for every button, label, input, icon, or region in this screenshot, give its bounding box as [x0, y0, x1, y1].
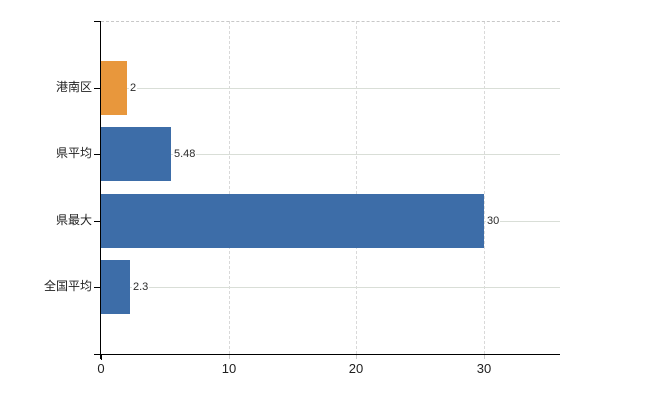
plot-top-border: [101, 21, 560, 22]
bar: [101, 127, 171, 181]
plot-area: 2 5.48 30 2.3: [101, 21, 560, 354]
bar-value-label: 2: [129, 81, 138, 95]
category-label: 県平均: [55, 146, 92, 160]
x-axis-line: [94, 354, 560, 355]
x-tick-label: 10: [221, 361, 237, 376]
x-tick-label: 20: [348, 361, 364, 376]
y-axis-line: [100, 21, 101, 359]
x-axis-tick: [356, 355, 357, 359]
x-tick-label: 0: [97, 361, 105, 376]
y-axis-tick: [94, 287, 101, 288]
category-label: 県最大: [55, 213, 92, 227]
y-axis-tick: [94, 154, 101, 155]
category-label: 全国平均: [43, 279, 92, 293]
x-tick-label: 30: [476, 361, 492, 376]
bar: [101, 260, 130, 314]
bar-value-label: 2.3: [132, 280, 150, 294]
gridline-vertical: [229, 21, 230, 354]
gridline-vertical: [356, 21, 357, 354]
x-axis-tick: [484, 355, 485, 359]
bar: [101, 61, 127, 115]
x-axis-tick: [101, 355, 102, 360]
category-label: 港南区: [55, 80, 92, 94]
y-axis-top-tick: [94, 21, 101, 22]
bar-value-label: 5.48: [173, 147, 197, 161]
y-axis-tick: [94, 221, 101, 222]
bar: [101, 194, 484, 248]
gridline-horizontal: [101, 154, 560, 155]
gridline-horizontal: [101, 287, 560, 288]
x-axis-tick: [229, 355, 230, 359]
y-axis-tick: [94, 88, 101, 89]
gridline-vertical: [484, 21, 485, 354]
gridline-horizontal: [101, 88, 560, 89]
bar-value-label: 30: [486, 214, 501, 228]
